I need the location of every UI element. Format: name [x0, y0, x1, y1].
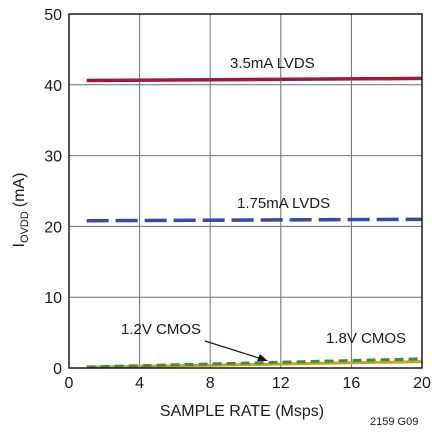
x-axis-label: SAMPLE RATE (Msps): [160, 403, 324, 420]
y-tick-label: 30: [44, 149, 62, 166]
x-tick-label: 20: [413, 375, 431, 392]
annotations: 3.5mA LVDS 1.75mA LVDS 1.2V CMOS 1.8V CM…: [121, 55, 406, 361]
y-tick-label: 20: [44, 219, 62, 236]
y-axis-label-unit: (mA): [11, 173, 28, 208]
series-group: [86, 76, 423, 369]
tick-labels: 0 4 8 12 16 20 0 10 20 30 40 50: [44, 7, 431, 392]
plot-frame: [68, 13, 423, 369]
y-axis-label-main: I: [11, 243, 28, 247]
annotation-1p8v-cmos: 1.8V CMOS: [326, 330, 406, 347]
x-tick-label: 4: [135, 375, 144, 392]
y-tick-label: 0: [53, 361, 62, 378]
series-line-3p5ma-lvds: [86, 76, 423, 83]
y-tick-label: 40: [44, 78, 62, 95]
annotation-1p2v-cmos-arrowhead: [257, 354, 268, 361]
y-tick-label: 50: [44, 7, 62, 24]
x-tick-label: 12: [272, 375, 290, 392]
annotation-1p2v-cmos-leader: [204, 340, 263, 360]
annotation-1p75ma-lvds: 1.75mA LVDS: [237, 195, 330, 212]
x-tick-label: 16: [343, 375, 361, 392]
annotation-1p2v-cmos: 1.2V CMOS: [121, 321, 201, 338]
y-tick-label: 10: [44, 290, 62, 307]
series-line-1p75ma-lvds: [86, 217, 423, 223]
y-axis-label-sub: OVDD: [19, 211, 31, 243]
x-tick-label: 0: [65, 375, 74, 392]
figure-code: 2159 G09: [370, 416, 418, 428]
annotation-3p5ma-lvds: 3.5mA LVDS: [230, 55, 315, 72]
y-axis-label: IOVDD (mA): [11, 173, 31, 248]
series-line-1p2v-cmos: [86, 360, 423, 369]
x-tick-label: 8: [206, 375, 215, 392]
